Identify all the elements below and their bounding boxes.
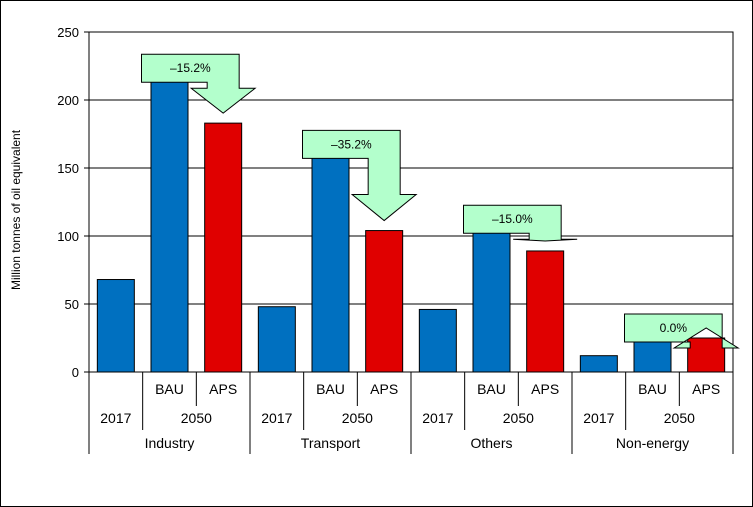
x-scenario-label: BAU (155, 381, 184, 397)
change-arrow (624, 313, 740, 349)
x-year-label: 2050 (181, 410, 212, 426)
x-group-label: Others (470, 435, 512, 451)
change-label: –15.0% (492, 212, 533, 226)
x-scenario-label: APS (692, 381, 720, 397)
x-group-label: Transport (301, 435, 361, 451)
x-group-label: Non-energy (616, 435, 689, 451)
change-label: 0.0% (660, 321, 688, 335)
y-tick-label: 250 (57, 25, 79, 40)
x-year-label: 2017 (261, 410, 292, 426)
bar-industry-bau (150, 77, 189, 373)
y-tick-label: 0 (72, 365, 79, 380)
x-year-label: 2017 (583, 410, 614, 426)
x-scenario-label: BAU (477, 381, 506, 397)
x-year-label: 2050 (503, 410, 534, 426)
x-year-label: 2050 (342, 410, 373, 426)
bar-transport-bau (311, 153, 350, 373)
x-scenario-label: APS (531, 381, 559, 397)
x-year-label: 2017 (100, 410, 131, 426)
bar-transport-aps (365, 230, 404, 373)
bar-transport-2017 (257, 306, 296, 373)
y-tick-label: 150 (57, 161, 79, 176)
bar-non-energy-2017 (579, 355, 618, 373)
bar-others-aps (526, 250, 565, 373)
change-arrows: –15.2% –35.2% –15.0% 0.0% (141, 53, 740, 349)
change-label: –35.2% (331, 137, 372, 151)
change-label: –15.2% (170, 61, 211, 75)
x-year-label: 2017 (422, 410, 453, 426)
bar-others-bau (472, 228, 511, 373)
x-scenario-label: BAU (316, 381, 345, 397)
bar-non-energy-aps (687, 337, 726, 373)
y-tick-label: 50 (65, 297, 79, 312)
x-group-label: Industry (145, 435, 195, 451)
x-scenario-label: BAU (638, 381, 667, 397)
x-scenario-label: APS (209, 381, 237, 397)
y-tick-label: 200 (57, 93, 79, 108)
bars (96, 77, 726, 373)
axes: 0 50 100 150 200 250 BAU APS 2017 2050 Industry BAU… (57, 25, 734, 454)
change-arrow (141, 53, 257, 114)
bar-industry-2017 (96, 279, 135, 373)
y-axis-label: Million tonnes of oil equivalent (9, 129, 23, 290)
bar-non-energy-bau (633, 337, 672, 373)
x-year-label: 2050 (664, 410, 695, 426)
change-arrow (463, 204, 578, 242)
change-arrow (302, 129, 418, 222)
bar-others-2017 (418, 308, 457, 373)
x-scenario-label: APS (370, 381, 398, 397)
bar-industry-aps (204, 122, 243, 373)
y-tick-label: 100 (57, 229, 79, 244)
